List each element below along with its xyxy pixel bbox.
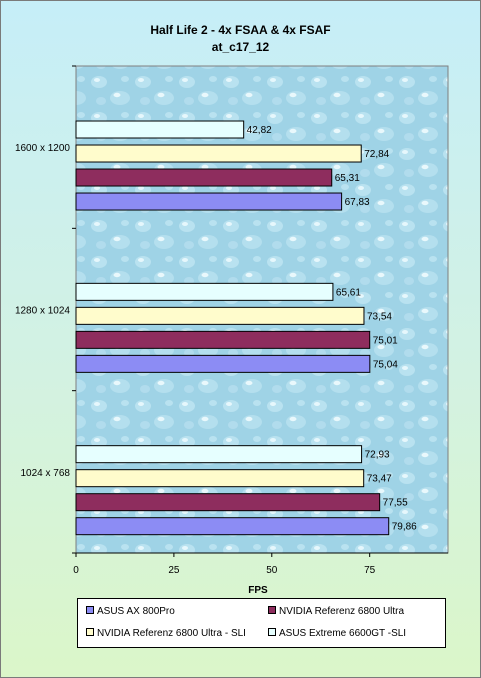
legend-item-asus-ax-800pro: ASUS AX 800Pro: [86, 605, 175, 619]
bar: [75, 192, 343, 211]
bar-chart: 1600 x 1200 67,83 65,31 72,84 42,82 1280 x 10…: [15, 65, 449, 596]
bar: [75, 445, 363, 464]
legend-item-nvidia-6800-ultra-sli: NVIDIA Referenz 6800 Ultra - SLI: [86, 627, 246, 641]
data-label: 77,55: [383, 498, 408, 509]
bar: [75, 517, 390, 536]
legend-label: NVIDIA Referenz 6800 Ultra - SLI: [97, 628, 246, 639]
x-tick-label: 25: [168, 565, 180, 576]
bar: [75, 469, 365, 488]
legend-item-nvidia-6800-ultra: NVIDIA Referenz 6800 Ultra: [268, 605, 404, 619]
legend-item-asus-6600gt-sli: ASUS Extreme 6600GT -SLI: [268, 627, 406, 641]
data-label: 75,04: [373, 359, 398, 370]
bar: [75, 144, 362, 163]
x-tick-label: 75: [364, 565, 376, 576]
legend: ASUS AX 800Pro NVIDIA Referenz 6800 Ultr…: [77, 598, 446, 648]
legend-label: ASUS AX 800Pro: [97, 606, 175, 617]
bar: [75, 282, 334, 301]
x-axis-label: FPS: [248, 585, 268, 596]
data-label: 72,84: [364, 149, 389, 160]
legend-swatch: [268, 606, 276, 615]
legend-swatch: [86, 606, 94, 615]
data-label: 65,61: [336, 287, 361, 298]
category-label: 1280 x 1024: [15, 306, 70, 317]
data-label: 73,47: [367, 474, 392, 485]
bar: [75, 493, 381, 512]
x-tick-label: 0: [73, 565, 79, 576]
legend-label: NVIDIA Referenz 6800 Ultra: [279, 606, 405, 617]
data-label: 42,82: [247, 125, 272, 136]
bar: [75, 354, 371, 373]
bar: [75, 168, 333, 187]
bar: [75, 120, 245, 139]
x-tick-label: 50: [266, 565, 278, 576]
chart-subtitle: at_c17_12: [211, 40, 270, 54]
legend-swatch: [86, 628, 94, 637]
chart-title: Half Life 2 - 4x FSAA & 4x FSAF: [150, 23, 331, 37]
data-label: 72,93: [365, 450, 390, 461]
data-label: 65,31: [335, 173, 360, 184]
data-label: 75,01: [373, 335, 398, 346]
data-label: 79,86: [392, 522, 417, 533]
data-label: 67,83: [345, 197, 370, 208]
bar: [75, 330, 371, 349]
bar: [75, 306, 365, 325]
data-label: 73,54: [367, 311, 392, 322]
legend-swatch: [268, 628, 276, 637]
category-label: 1024 x 768: [21, 468, 71, 479]
category-label: 1600 x 1200: [15, 143, 70, 154]
legend-label: ASUS Extreme 6600GT -SLI: [279, 628, 407, 639]
